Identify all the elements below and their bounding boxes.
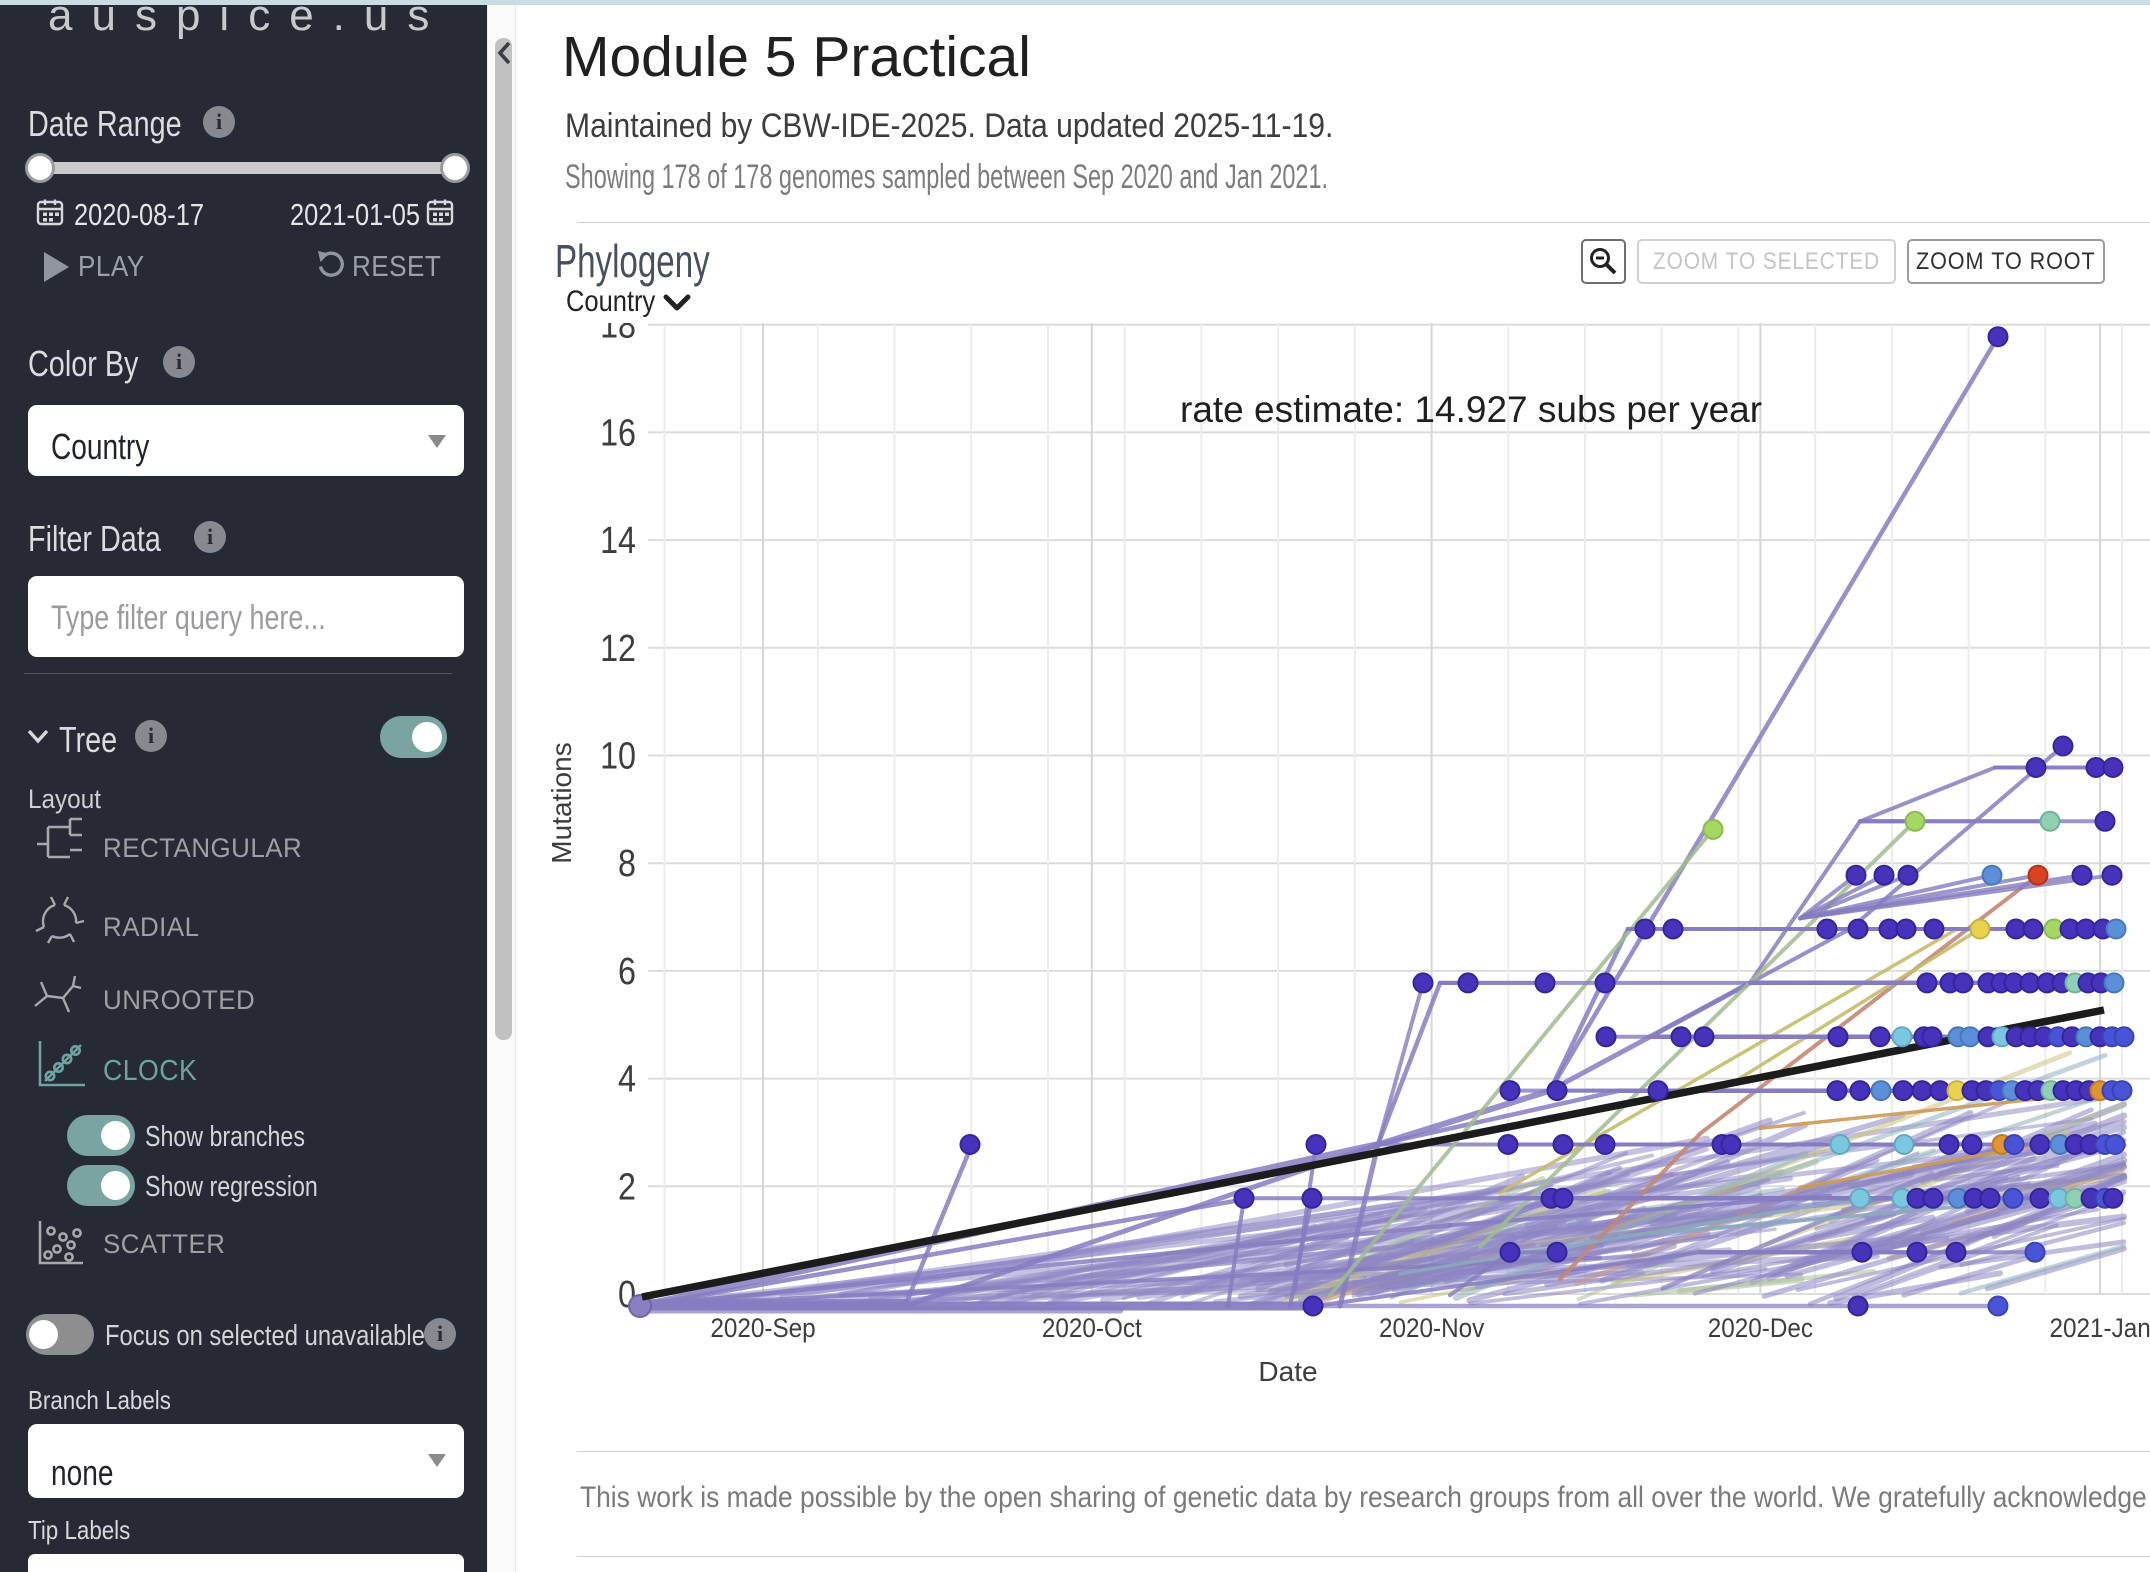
svg-text:10: 10 [600,735,636,777]
svg-text:2020-Sep: 2020-Sep [710,1314,815,1343]
svg-text:6: 6 [618,950,636,992]
svg-text:18: 18 [600,323,636,346]
svg-text:2020-Nov: 2020-Nov [1379,1314,1484,1343]
svg-text:2021-Jan: 2021-Jan [2049,1314,2150,1343]
svg-text:2: 2 [618,1166,636,1208]
svg-text:4: 4 [618,1058,636,1100]
svg-text:2020-Dec: 2020-Dec [1708,1314,1813,1343]
svg-text:8: 8 [618,843,636,885]
svg-text:Mutations: Mutations [546,742,577,863]
svg-text:16: 16 [600,412,636,454]
svg-text:Date: Date [1258,1356,1317,1387]
svg-text:12: 12 [600,627,636,669]
svg-text:2020-Oct: 2020-Oct [1042,1314,1142,1343]
svg-text:rate estimate: 14.927 subs per: rate estimate: 14.927 subs per year [1180,389,1762,430]
svg-text:14: 14 [600,520,636,562]
